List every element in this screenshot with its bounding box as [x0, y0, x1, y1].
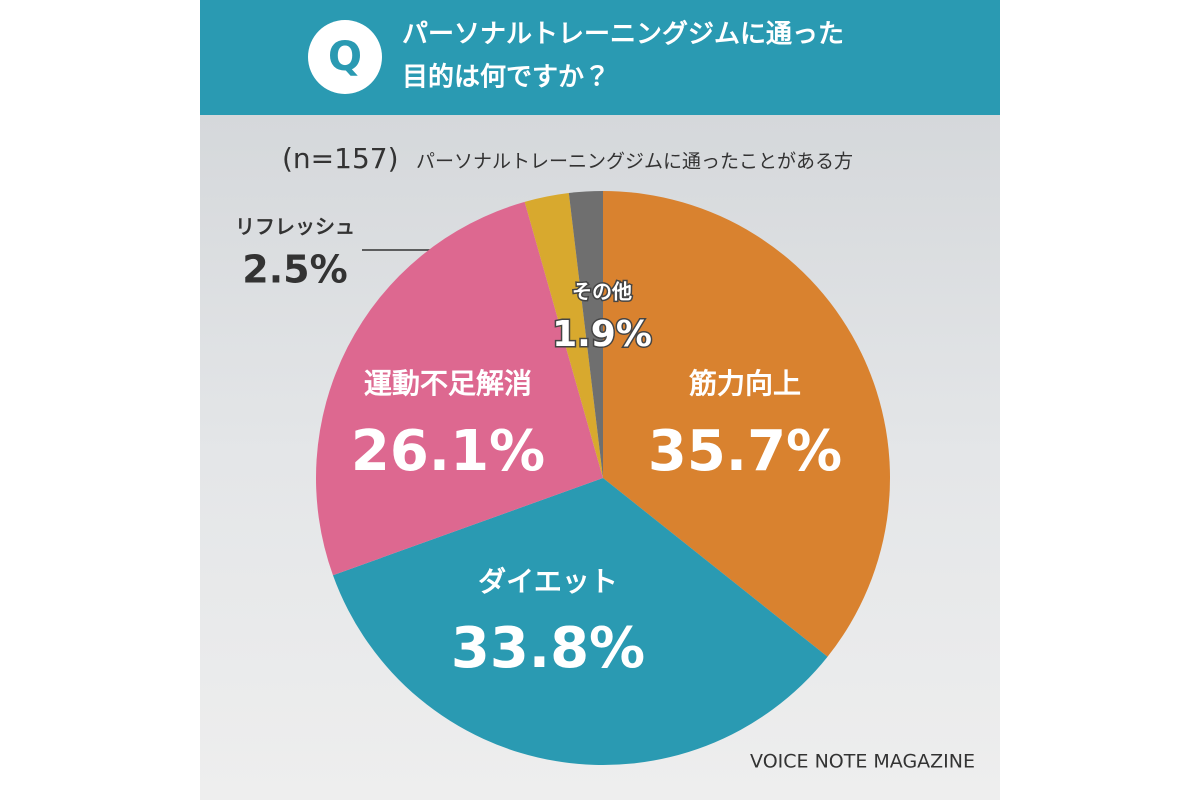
pie-slice — [603, 191, 891, 657]
slice-label: その他 — [572, 280, 632, 304]
slice-label: 筋力向上 — [689, 367, 801, 400]
credit: VOICE NOTE MAGAZINE — [750, 751, 975, 773]
title-line: 目的は何ですか？ — [402, 62, 610, 93]
pie-slice — [524, 193, 603, 478]
pie-slice — [316, 201, 603, 576]
value-label: 1.9% — [552, 314, 652, 355]
q-icon — [308, 20, 382, 94]
pie-slice — [332, 478, 828, 765]
slice-label: 運動不足解消 — [364, 367, 532, 400]
value-label: 33.8% — [451, 616, 645, 681]
value-label: 2.5% — [242, 248, 347, 292]
slice-label: リフレッシュ — [235, 215, 355, 239]
q-icon-label: Q — [328, 34, 362, 80]
title-line: パーソナルトレーニングジムに通った — [402, 20, 844, 50]
pie — [316, 191, 891, 765]
pie-slice — [568, 191, 603, 478]
value-label: 26.1% — [351, 419, 545, 484]
value-label: 35.7% — [648, 419, 842, 484]
slice-label: ダイエット — [478, 565, 618, 598]
subtitle: パーソナルトレーニングジムに通ったことがある方 — [416, 151, 853, 173]
sample-size: (n=157) — [282, 142, 399, 175]
